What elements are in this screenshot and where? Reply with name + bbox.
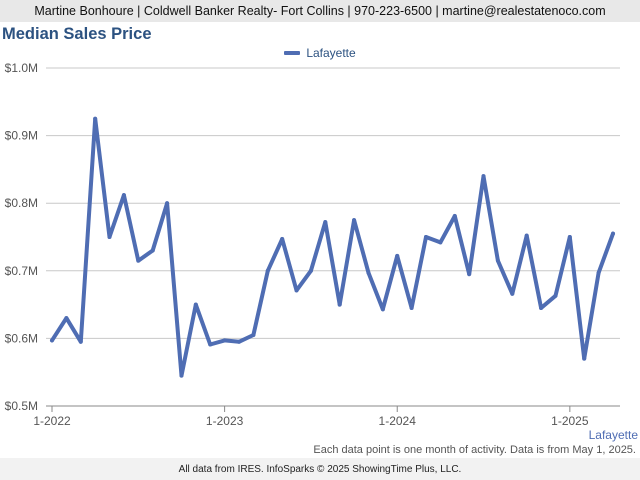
data-point [380,307,385,312]
data-point [481,174,486,179]
data-point [78,339,83,344]
data-point [582,356,587,361]
data-point [467,272,472,277]
data-point [265,268,270,273]
data-point [567,235,572,239]
x-tick-label: 1-2025 [551,414,589,428]
legend-swatch [284,51,301,55]
y-tick-label: $1.0M [5,61,38,75]
series-tag-lafayette: Lafayette [588,428,638,442]
x-tick-label: 1-2023 [206,414,244,428]
median-sales-price-chart: $1.0M $0.9M $0.8M $0.7M $0.6M $0.5M1-2022 1-20… [5,61,620,428]
data-point [308,268,313,273]
data-point [93,116,98,121]
data-point [136,258,141,263]
data-point [438,240,443,245]
series-line-lafayette [50,116,615,378]
data-point [251,333,256,338]
data-point [539,305,544,310]
data-point [150,248,155,253]
y-tick-label: $0.6M [5,331,38,345]
x-tick-label: 1-2024 [379,414,417,428]
data-point [64,316,69,321]
data-point [409,305,414,310]
data-point [337,302,342,307]
data-point [553,293,558,298]
y-tick-label: $0.7M [5,264,38,278]
chart-title: Median Sales Price [2,25,152,43]
y-tick-label: $0.5M [5,399,38,413]
y-tick-label: $0.9M [5,129,38,143]
data-point [165,201,170,206]
data-point [179,373,184,378]
footer-bar: All data from IRES. InfoSparks © 2025 Sh… [0,458,640,480]
legend-label: Lafayette [306,46,356,60]
y-tick-label: $0.8M [5,196,38,210]
agent-contact-text: Martine Bonhoure | Coldwell Banker Realt… [34,4,606,18]
data-point [107,235,112,239]
chart-footnote: Each data point is one month of activity… [313,444,636,456]
data-point [366,270,371,275]
data-point [121,193,126,198]
chart-legend[interactable]: Lafayette [0,46,640,60]
data-point [611,231,615,236]
data-point [208,342,213,347]
footer-credit: All data from IRES. InfoSparks © 2025 Sh… [178,463,462,475]
data-point [596,270,601,275]
data-point [280,237,285,242]
data-point [424,235,428,239]
data-point [510,291,515,296]
data-point [524,233,529,238]
data-point [193,302,198,307]
data-point [323,220,328,225]
data-point [352,218,357,223]
data-point [495,258,500,263]
data-point [294,288,299,293]
data-point [395,253,400,258]
data-point [452,214,457,219]
agent-header-bar: Martine Bonhoure | Coldwell Banker Realt… [0,0,640,22]
data-point [222,338,227,343]
data-point [237,339,241,344]
data-point [50,338,54,343]
x-tick-label: 1-2022 [33,414,71,428]
